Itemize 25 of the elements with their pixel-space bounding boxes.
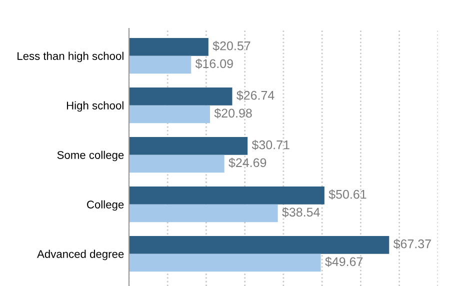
y-tick-label: College	[87, 200, 124, 211]
data-label: $30.71	[252, 140, 290, 150]
bar	[128, 88, 232, 106]
bar	[128, 154, 224, 173]
bar	[128, 186, 324, 204]
data-label: $38.54	[282, 207, 320, 218]
bar	[128, 137, 248, 155]
bar	[128, 105, 210, 124]
data-label: $24.69	[228, 158, 266, 168]
data-label: $67.37	[393, 238, 431, 250]
data-label: $26.74	[236, 90, 274, 101]
y-tick-label: Some college	[57, 150, 124, 162]
data-label: $16.09	[195, 58, 233, 69]
bar	[128, 254, 321, 272]
y-tick-label: Less than high school	[18, 52, 124, 62]
data-label: $50.61	[328, 189, 366, 200]
data-label: $49.67	[325, 256, 363, 267]
bar	[128, 56, 192, 74]
data-label: $20.98	[214, 108, 252, 118]
y-tick-label: High school	[66, 101, 124, 112]
bar	[128, 236, 390, 254]
y-tick-label: Advanced degree	[37, 250, 124, 260]
data-label: $20.57	[212, 40, 250, 52]
bar	[128, 38, 208, 56]
bar	[128, 204, 278, 222]
